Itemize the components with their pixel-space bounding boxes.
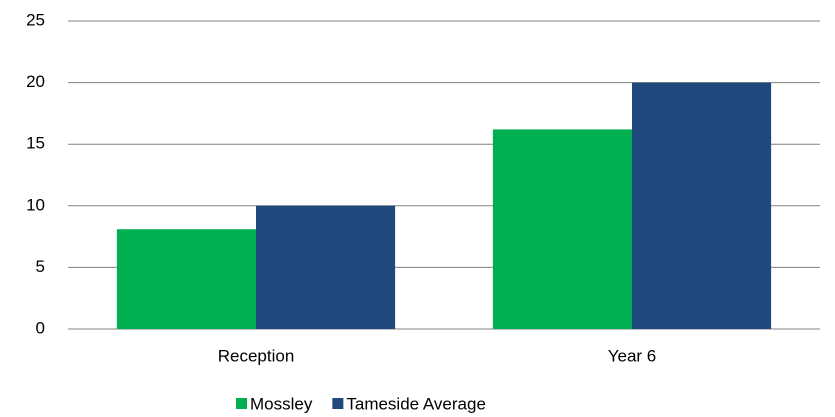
y-tick-label: 0 xyxy=(36,318,45,337)
y-tick-label: 5 xyxy=(36,257,45,276)
bar xyxy=(632,82,772,329)
y-tick-label: 10 xyxy=(26,195,45,214)
legend-swatch xyxy=(332,398,344,409)
x-tick-label: Reception xyxy=(218,346,295,365)
legend-swatch xyxy=(236,398,247,409)
legend-label: Mossley xyxy=(250,394,313,413)
y-tick-label: 25 xyxy=(26,10,45,29)
bar xyxy=(492,129,632,329)
bar xyxy=(116,229,256,329)
y-tick-label: 20 xyxy=(26,72,45,91)
x-tick-label: Year 6 xyxy=(608,346,657,365)
y-tick-label: 15 xyxy=(26,134,45,153)
legend-label: Tameside Average xyxy=(346,394,486,413)
bar xyxy=(256,205,396,329)
